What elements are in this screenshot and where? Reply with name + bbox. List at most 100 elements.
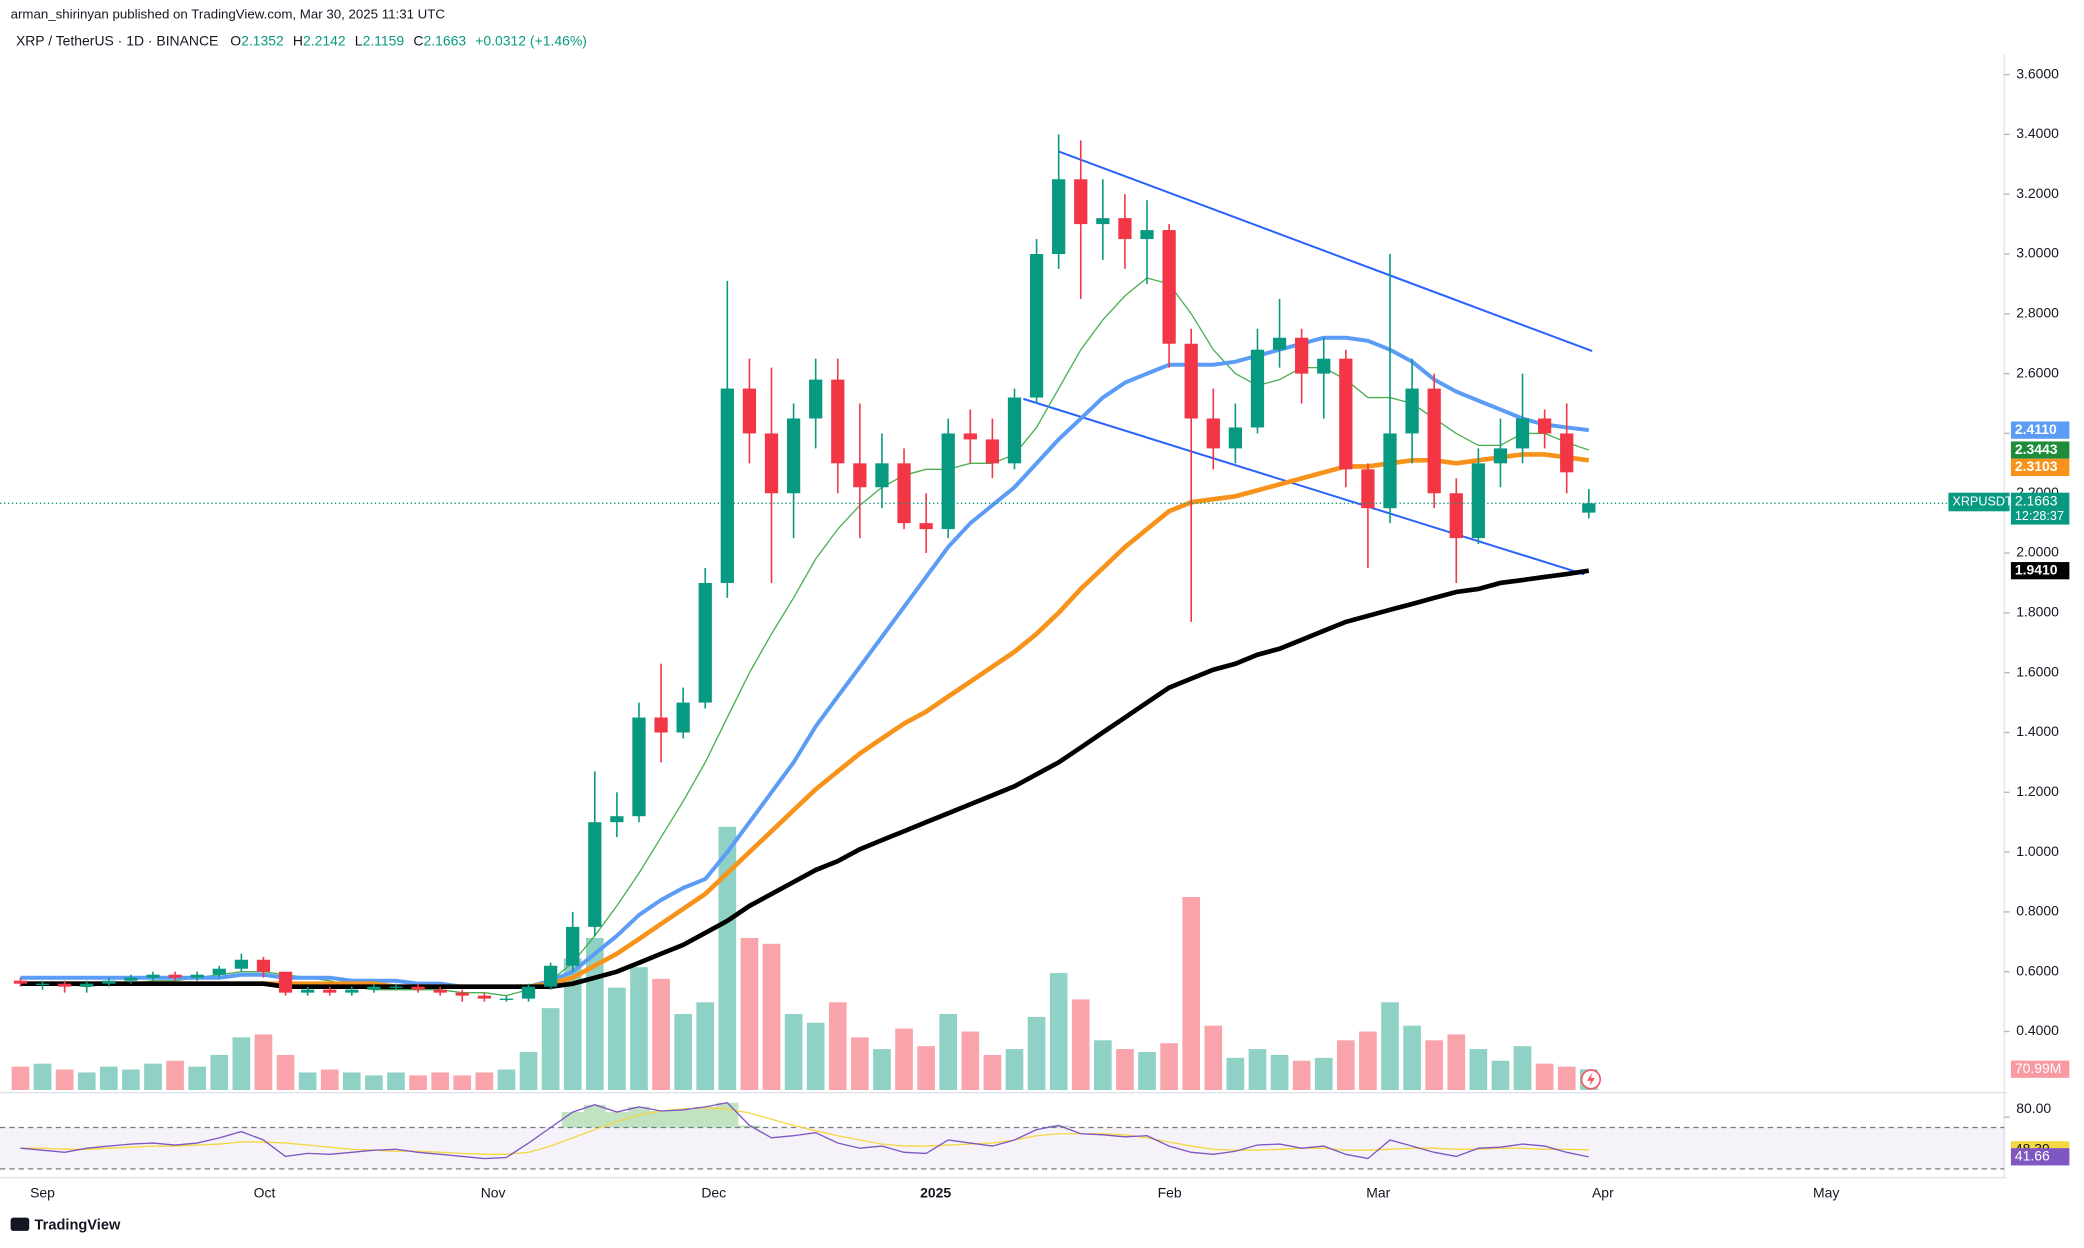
symbol: XRP / TetherUS · 1D · BINANCE (16, 32, 218, 48)
candle-body (1295, 337, 1309, 374)
countdown: 12:28:37 (2015, 509, 2064, 523)
candle-body (764, 433, 779, 494)
volume-bar (210, 1054, 229, 1091)
y-tick-label: 3.4000 (2016, 125, 2059, 141)
volume-bar (1160, 1043, 1178, 1091)
y-tick-label: 2.0000 (2016, 544, 2059, 560)
candle-body (742, 388, 757, 434)
y-tick-label: 3.6000 (2016, 65, 2059, 81)
candle-body (212, 968, 226, 975)
volume-bar (1027, 1016, 1046, 1091)
rsi-tag (2010, 1148, 2070, 1166)
volume-bar (55, 1069, 74, 1091)
volume-bar (1071, 999, 1090, 1091)
candle-body (720, 388, 734, 583)
rsi-overbought (650, 1110, 673, 1128)
volume-bar (1226, 1057, 1245, 1091)
candle-body (786, 418, 801, 494)
alert-icon-bolt (1586, 1072, 1595, 1087)
y-tick-label: 3.0000 (2016, 245, 2059, 261)
last-price-symbol: XRPUSDT (1952, 494, 2013, 508)
rsi-overbought (716, 1102, 739, 1128)
candle-body (13, 980, 28, 984)
candle-body (190, 974, 204, 978)
candle-body (168, 974, 182, 978)
y-tick-label: 1.2000 (2016, 783, 2059, 799)
volume-bar (431, 1072, 450, 1091)
volume-bar (232, 1037, 251, 1091)
volume-bar (254, 1034, 273, 1091)
volume-bar (1491, 1060, 1510, 1091)
volume-bar (541, 1008, 560, 1091)
volume-bar (320, 1069, 339, 1091)
candle-body (1383, 433, 1397, 509)
candle-body (58, 983, 72, 987)
x-tick-label: Nov (481, 1184, 506, 1200)
volume-bar (917, 1046, 935, 1091)
candle-body (234, 959, 248, 969)
rsi-overbought (627, 1106, 651, 1128)
volume-bar (1381, 1002, 1399, 1091)
candle-body (1029, 254, 1044, 398)
candle-body (1184, 343, 1198, 419)
x-tick-label: Mar (1366, 1184, 1390, 1200)
price-pane (0, 134, 2005, 1002)
price-tag-label: 2.3103 (2015, 458, 2058, 474)
volume-bar (851, 1037, 869, 1091)
volume-bar (1403, 1025, 1421, 1091)
x-tick-label: Dec (701, 1184, 726, 1200)
volume-bar (718, 826, 737, 1091)
volume-bar (828, 1002, 847, 1091)
candle-body (1515, 418, 1530, 449)
ohlc-key: L (355, 32, 363, 48)
volume-bar (895, 1028, 913, 1091)
candle-body (1228, 427, 1243, 449)
rsi-overbought (1047, 1125, 1070, 1128)
candle-body (1162, 230, 1176, 344)
candle-body (499, 998, 514, 1000)
candle-body (1250, 349, 1265, 428)
volume-bar (1138, 1051, 1156, 1091)
candle-body (1560, 433, 1574, 473)
y-tick-label: 1.0000 (2016, 843, 2059, 859)
ohlc-value: 2.1159 (363, 32, 405, 48)
y-tick-label: 0.4000 (2016, 1022, 2059, 1038)
candle-body (1317, 358, 1331, 374)
candle-body (433, 989, 447, 993)
volume-tag-label: 70.99M (2015, 1060, 2062, 1076)
candle-body (345, 989, 359, 993)
volume-bar (1292, 1060, 1311, 1091)
candle-body (35, 983, 50, 986)
volume-bar (1204, 1025, 1223, 1091)
candle-body (367, 986, 381, 990)
y-tick-label: 2.6000 (2016, 364, 2059, 380)
candle-body (897, 463, 911, 524)
candle-body (102, 980, 116, 984)
rsi-tag-label: 41.66 (2015, 1147, 2050, 1163)
y-tick-label: 1.6000 (2016, 663, 2059, 679)
volume-bar (961, 1031, 980, 1091)
volume-bar (11, 1066, 30, 1091)
x-tick-label: Oct (254, 1184, 276, 1200)
rsi-tick-label: 80.00 (2016, 1100, 2051, 1116)
volume-bar (674, 1013, 692, 1091)
candle-body (610, 816, 624, 823)
x-tick-label: Feb (1158, 1184, 1182, 1200)
ohlc-key: O (230, 32, 241, 48)
trend-line (1023, 397, 1585, 576)
candle-body (1339, 358, 1353, 470)
price-tag-label: 2.3443 (2015, 441, 2058, 457)
volume-bar (1359, 1031, 1377, 1091)
trend-line (1058, 150, 1593, 352)
volume-bar (1314, 1057, 1333, 1091)
volume-bar (1005, 1049, 1024, 1091)
candle-body (477, 995, 491, 999)
price-tag (2010, 458, 2070, 477)
candle-body (455, 992, 469, 996)
candle-body (1096, 218, 1110, 225)
rsi-overbought (738, 1125, 761, 1128)
volume-bar (276, 1054, 295, 1091)
candle-body (1206, 418, 1220, 449)
candle-body (301, 989, 315, 993)
